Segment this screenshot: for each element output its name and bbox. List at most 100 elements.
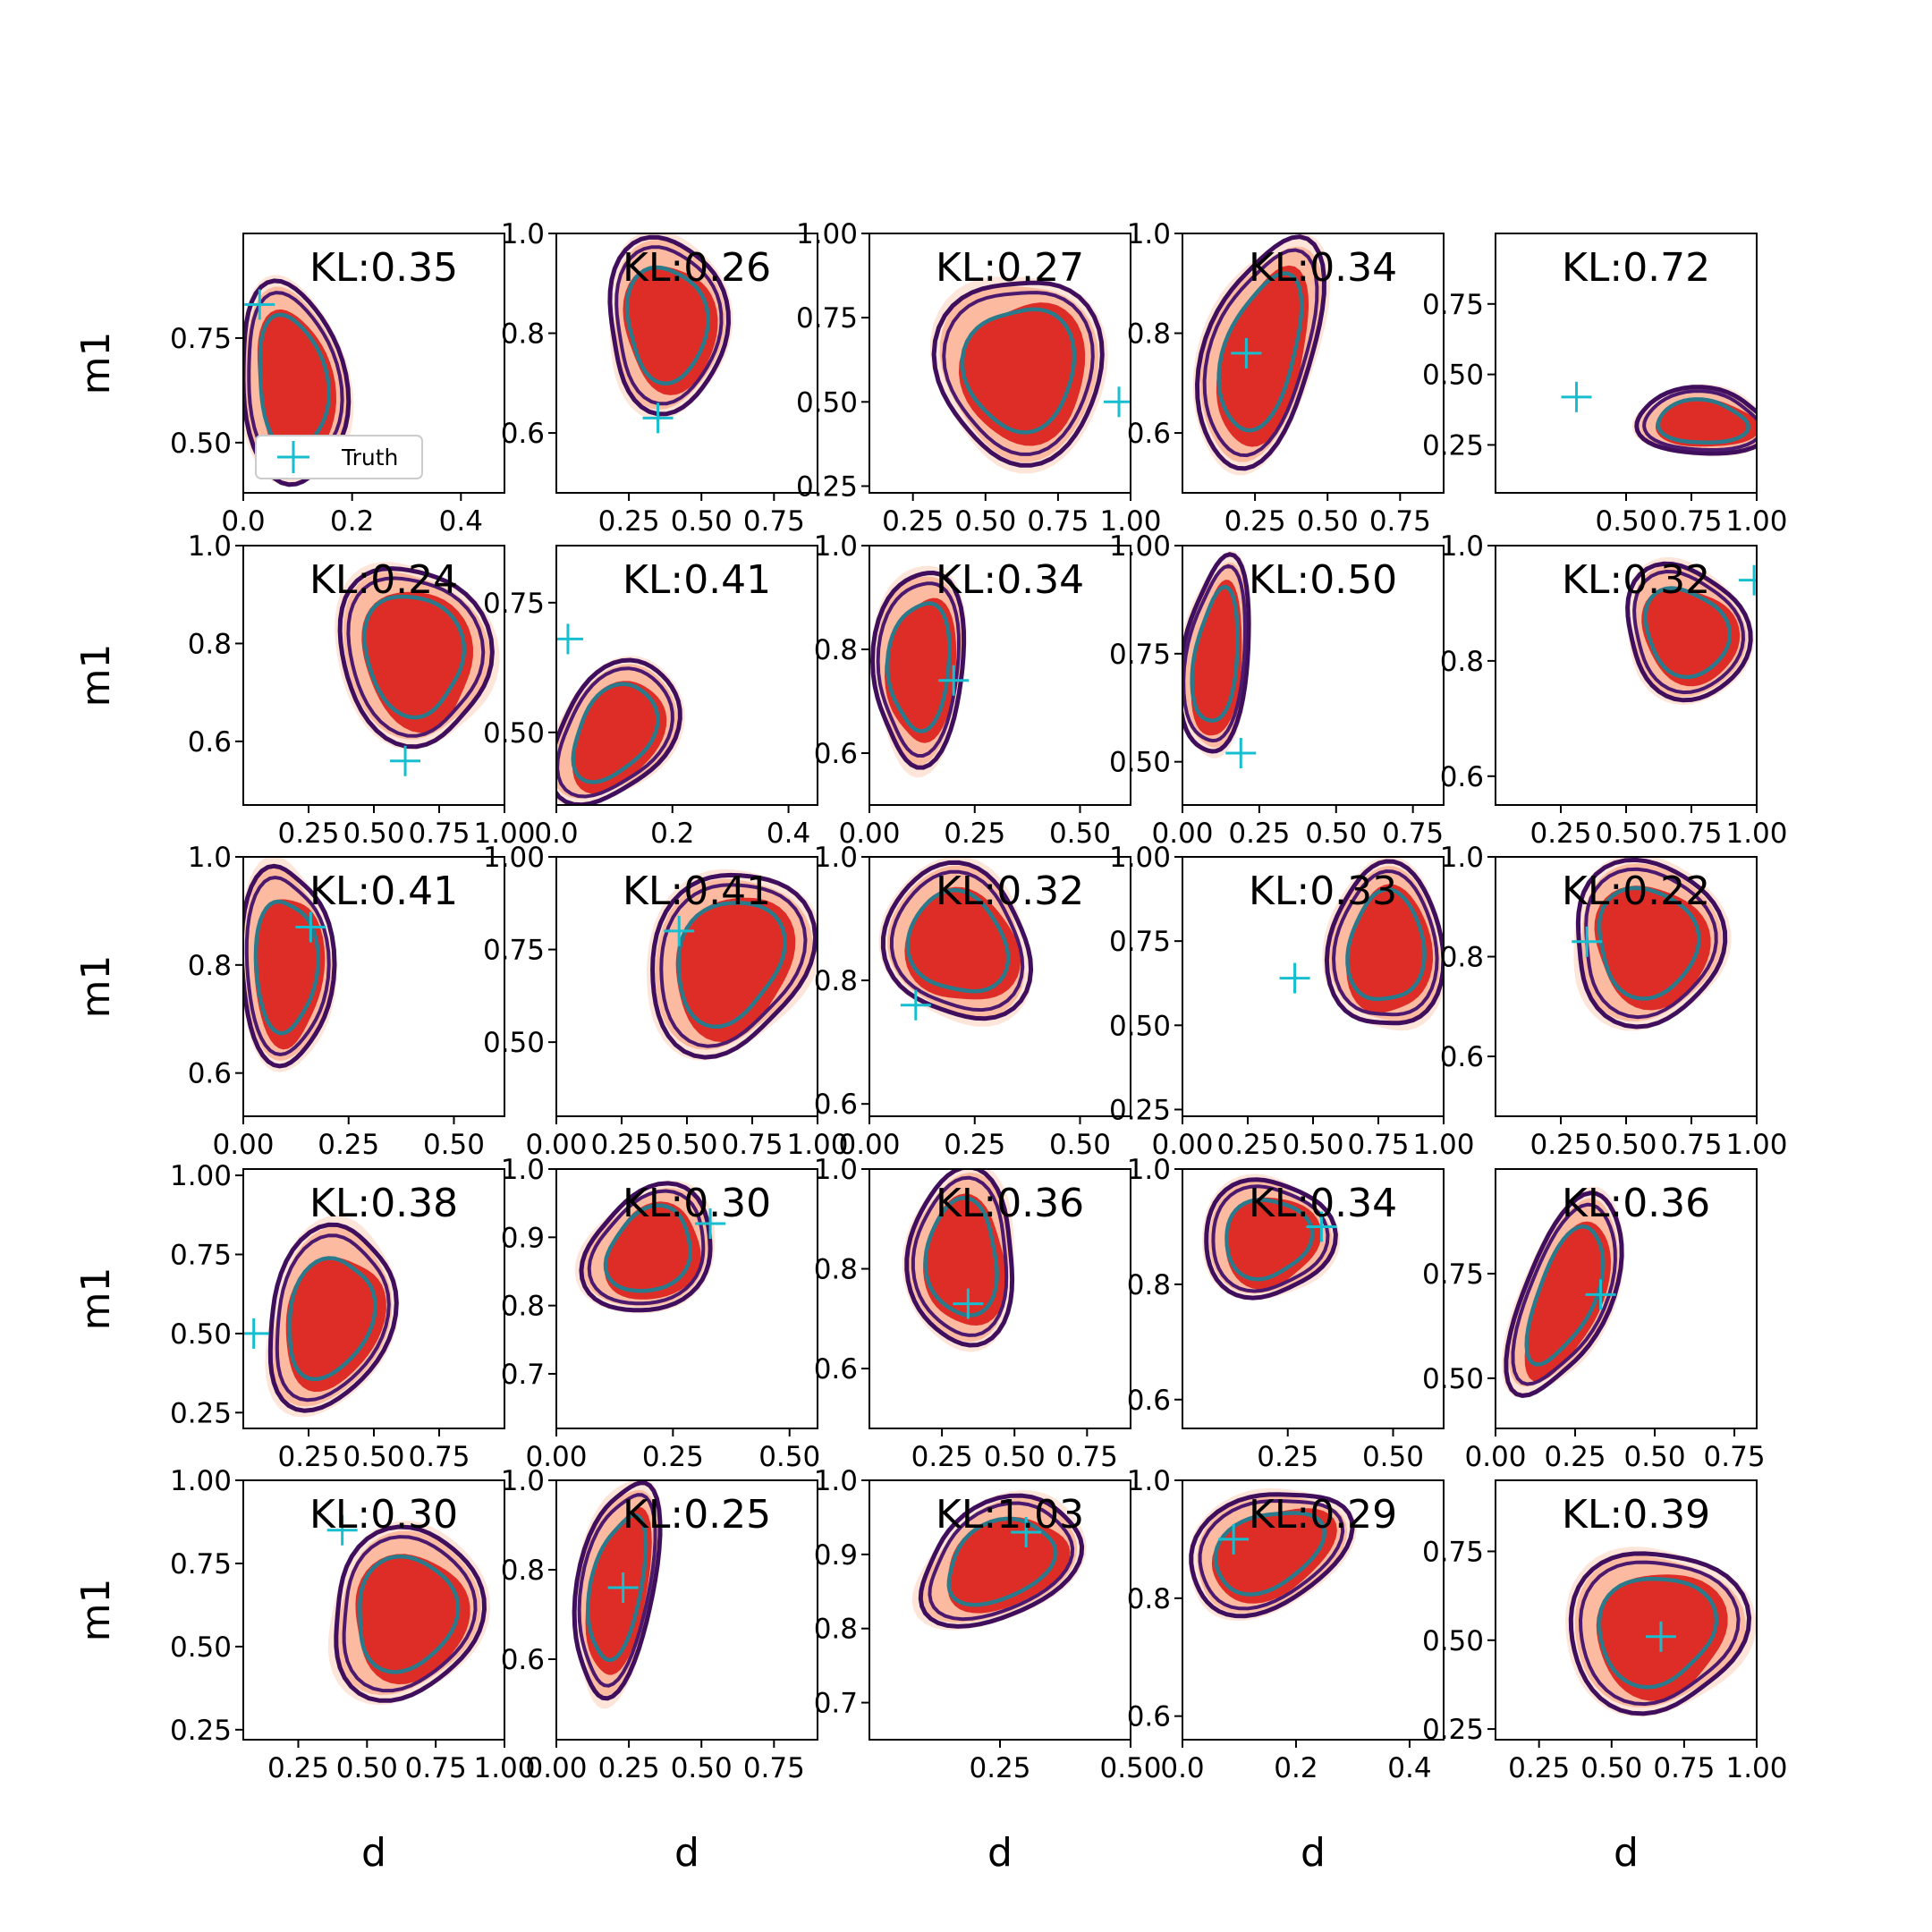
y-tick-label: 0.25 bbox=[170, 1715, 232, 1747]
y-tick-label: 1.00 bbox=[483, 842, 545, 874]
contour-mid bbox=[1198, 1498, 1345, 1611]
y-tick-label: 0.75 bbox=[170, 323, 232, 355]
x-tick-label: 0.50 bbox=[1305, 818, 1367, 850]
y-tick-label: 0.25 bbox=[1422, 1714, 1484, 1746]
x-tick-label: 0.75 bbox=[1660, 818, 1722, 850]
density-fill-inner bbox=[355, 1554, 470, 1685]
contour-outer bbox=[337, 566, 495, 750]
y-tick-label: 0.75 bbox=[796, 302, 858, 335]
contour-mid bbox=[1211, 1184, 1330, 1293]
contour-outer bbox=[1324, 859, 1444, 1026]
x-tick-label: 1.00 bbox=[1099, 505, 1161, 538]
contour-inner bbox=[960, 307, 1077, 435]
panel-density bbox=[335, 562, 500, 776]
x-tick-label: 0.75 bbox=[1056, 1441, 1118, 1473]
x-tick-label: 0.50 bbox=[1282, 1129, 1343, 1161]
x-tick-label: 0.25 bbox=[642, 1441, 704, 1473]
density-fill-inner bbox=[923, 1193, 1007, 1326]
x-tick-label: 0.75 bbox=[1704, 1441, 1766, 1473]
x-axis-title: d bbox=[674, 1830, 699, 1876]
panel-15: KL:0.22 0.25 0.50 0.75 1.00 0.6 0.8 1.0 bbox=[1440, 842, 1788, 1161]
y-tick-label: 0.6 bbox=[501, 1644, 545, 1676]
panel-frame bbox=[242, 233, 505, 494]
panel-frame bbox=[1182, 233, 1445, 494]
contour-inner bbox=[946, 1516, 1058, 1607]
x-tick-label: 0.25 bbox=[944, 1129, 1005, 1161]
kl-label: KL:0.35 bbox=[309, 245, 458, 291]
legend-frame bbox=[255, 435, 423, 479]
panel-frame bbox=[242, 1479, 505, 1741]
x-tick-label: 0.25 bbox=[590, 1129, 652, 1161]
panel-frame bbox=[1182, 1168, 1445, 1429]
contour-inner bbox=[1524, 1224, 1606, 1367]
x-tick-label: 0.4 bbox=[1387, 1752, 1431, 1784]
contour-inner bbox=[358, 1554, 461, 1674]
panel-6: KL:0.24 0.25 0.50 0.75 1.00 0.6 0.8 1.0 m1 bbox=[73, 530, 536, 850]
contour-inner bbox=[923, 1195, 999, 1318]
x-axis-title: d bbox=[361, 1830, 386, 1876]
x-tick-label: 0.25 bbox=[1508, 1752, 1570, 1784]
y-tick-label: 0.9 bbox=[814, 1539, 858, 1572]
kl-label: KL:0.34 bbox=[936, 557, 1084, 603]
density-fill-inner bbox=[253, 899, 326, 1050]
x-tick-label: 0.4 bbox=[767, 818, 810, 850]
density-fill-inner bbox=[958, 302, 1086, 446]
x-tick-label: 0.25 bbox=[277, 818, 339, 850]
y-tick-label: 1.0 bbox=[814, 1154, 858, 1186]
x-tick-label: 1.00 bbox=[1725, 1129, 1787, 1161]
y-tick-label: 1.0 bbox=[1440, 842, 1484, 874]
contour-inner bbox=[1643, 586, 1733, 680]
panel-frame bbox=[242, 856, 505, 1117]
panel-8: KL:0.34 0.00 0.25 0.50 0.6 0.8 1.0 bbox=[814, 530, 1131, 850]
panel-density bbox=[1565, 1546, 1757, 1717]
y-tick-label: 0.7 bbox=[501, 1359, 545, 1391]
x-tick-label: 0.50 bbox=[1595, 1129, 1657, 1161]
x-tick-label: 0.50 bbox=[336, 1752, 398, 1784]
x-tick-label: 0.75 bbox=[408, 818, 470, 850]
x-tick-label: 0.25 bbox=[1224, 505, 1286, 538]
x-tick-label: 0.0 bbox=[221, 505, 265, 538]
y-tick-label: 0.8 bbox=[1127, 1269, 1171, 1301]
panel-13: KL:0.32 0.00 0.25 0.50 0.6 0.8 1.0 bbox=[814, 842, 1131, 1161]
x-tick-label: 0.00 bbox=[1151, 1129, 1213, 1161]
x-tick-label: 0.25 bbox=[911, 1441, 973, 1473]
panel-density bbox=[243, 1215, 400, 1418]
x-tick-label: 0.00 bbox=[838, 818, 900, 850]
x-tick-label: 0.75 bbox=[408, 1441, 470, 1473]
y-tick-label: 0.25 bbox=[1109, 1094, 1171, 1126]
x-tick-label: 0.25 bbox=[969, 1752, 1030, 1784]
y-tick-label: 0.6 bbox=[188, 1058, 232, 1090]
kl-label: KL:0.36 bbox=[936, 1181, 1084, 1226]
y-tick-label: 0.8 bbox=[501, 318, 545, 351]
contour-mid bbox=[244, 875, 331, 1057]
panel-density bbox=[1501, 1186, 1625, 1398]
contour-outer bbox=[880, 860, 1034, 1021]
y-tick-label: 0.8 bbox=[1127, 318, 1171, 351]
x-tick-label: 0.75 bbox=[405, 1752, 467, 1784]
panel-23: KL:1.03 0.25 0.50 0.7 0.8 0.9 1.0 d bbox=[814, 1465, 1162, 1876]
kl-label: KL:0.72 bbox=[1562, 245, 1710, 291]
x-tick-label: 0.50 bbox=[671, 505, 733, 538]
contour-outer bbox=[1189, 1492, 1355, 1619]
contour-outer bbox=[556, 657, 682, 805]
contour-mid bbox=[614, 245, 724, 406]
x-tick-label: 0.25 bbox=[1530, 1129, 1591, 1161]
x-tick-label: 0.2 bbox=[1274, 1752, 1318, 1784]
x-tick-label: 0.75 bbox=[1347, 1129, 1409, 1161]
x-tick-label: 0.50 bbox=[1362, 1441, 1424, 1473]
x-tick-label: 0.75 bbox=[1653, 1752, 1715, 1784]
contour-inner bbox=[1190, 584, 1240, 723]
y-tick-label: 1.0 bbox=[814, 1465, 858, 1497]
y-tick-label: 0.75 bbox=[483, 588, 545, 620]
y-tick-label: 0.75 bbox=[1422, 289, 1484, 321]
panel-10: KL:0.32 0.25 0.50 0.75 1.00 0.6 0.8 1.0 bbox=[1440, 530, 1788, 850]
y-tick-label: 0.25 bbox=[170, 1397, 232, 1429]
x-tick-label: 0.50 bbox=[954, 505, 1016, 538]
y-tick-label: 0.75 bbox=[1422, 1536, 1484, 1568]
x-tick-label: 0.25 bbox=[267, 1752, 329, 1784]
panel-12: KL:0.410.00 0.25 0.50 0.75 1.000.500.751.00 bbox=[483, 842, 849, 1161]
x-tick-label: 0.25 bbox=[318, 1129, 379, 1161]
density-fill-inner bbox=[605, 1201, 701, 1300]
panel-2: KL:0.26 0.25 0.50 0.75 0.6 0.8 1.0 bbox=[501, 218, 818, 538]
